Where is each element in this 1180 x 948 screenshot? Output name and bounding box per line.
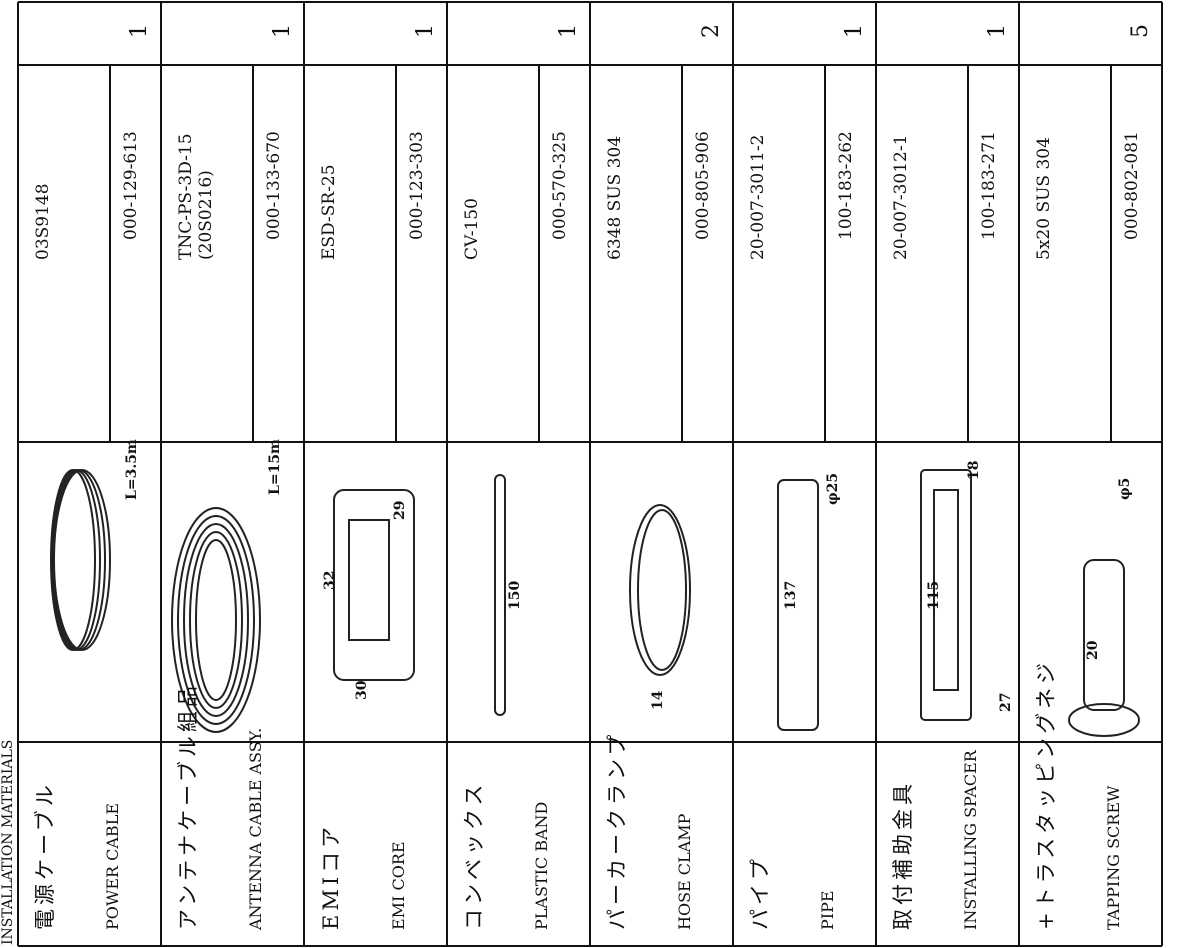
type: CV-150 — [462, 198, 482, 260]
part-code: 000-123-303 — [407, 131, 427, 240]
type: 20-007-3011-2 — [748, 135, 768, 260]
illustration — [1083, 559, 1125, 711]
illustration — [171, 507, 261, 733]
name-ja: 電源ケーブル — [33, 781, 57, 930]
dimension: 18 — [966, 461, 982, 480]
illustration — [933, 489, 959, 691]
type: 5x20 SUS 304 — [1034, 137, 1054, 260]
illustration — [52, 469, 106, 651]
illustration — [53, 469, 111, 651]
name-en: PIPE — [818, 890, 837, 930]
illustration — [1068, 703, 1140, 737]
illustration — [777, 479, 819, 731]
name-ja: アンテナケーブル組品 — [176, 682, 200, 930]
dimension: L=3.5m — [124, 439, 140, 500]
illustration — [920, 469, 972, 721]
type: (20S0216) — [196, 170, 216, 260]
name-ja: 取付補助金具 — [891, 780, 915, 930]
dimension: 32 — [322, 571, 338, 590]
part-code: 000-802-081 — [1122, 131, 1142, 240]
type: TNC-PS-3D-15 — [176, 133, 196, 260]
illustration — [348, 519, 390, 641]
part-code: 100-183-271 — [979, 131, 999, 240]
page-title: INSTALLATION MATERIALS — [0, 740, 16, 945]
illustration — [177, 515, 255, 725]
name-ja: パーカークランプ — [605, 731, 629, 930]
name-ja: コンベックス — [462, 781, 486, 930]
qty: 5 — [1128, 24, 1153, 38]
illustration — [494, 474, 506, 716]
illustration — [195, 539, 237, 701]
qty: 2 — [699, 24, 724, 38]
dimension: L=15m — [267, 439, 283, 495]
type: 20-007-3012-1 — [891, 135, 911, 260]
dimension: φ25 — [825, 473, 841, 505]
illustration — [637, 509, 687, 671]
type: ESD-SR-25 — [319, 164, 339, 260]
dimension: 14 — [650, 690, 666, 710]
illustration — [51, 469, 101, 651]
name-en: HOSE CLAMP — [675, 813, 694, 930]
name-ja: +トラスタッピングネジ — [1034, 659, 1058, 930]
qty: 1 — [127, 24, 152, 38]
dimension: 115 — [926, 581, 942, 610]
name-en: POWER CABLE — [103, 803, 122, 930]
qty: 1 — [556, 24, 581, 38]
type: 03S9148 — [33, 183, 53, 260]
name-en: INSTALLING SPACER — [961, 749, 980, 930]
name-en: EMI CORE — [389, 841, 408, 930]
qty: 1 — [842, 24, 867, 38]
type: 6348 SUS 304 — [605, 136, 625, 260]
name-en: ANTENNA CABLE ASSY. — [246, 728, 265, 931]
dimension: 30 — [354, 680, 370, 700]
qty: 1 — [985, 24, 1010, 38]
qty: 1 — [270, 24, 295, 38]
name-ja: EMIコア — [319, 823, 343, 930]
dimension: 20 — [1085, 640, 1101, 660]
part-code: 000-133-670 — [264, 131, 284, 240]
part-code: 000-570-325 — [550, 131, 570, 240]
illustration — [189, 531, 243, 709]
dimension: 27 — [998, 693, 1014, 712]
illustration — [629, 504, 691, 676]
part-code: 000-129-613 — [121, 131, 141, 240]
name-ja: パイプ — [748, 855, 772, 930]
name-en: PLASTIC BAND — [532, 802, 551, 930]
part-code: 100-183-262 — [836, 131, 856, 240]
dimension: 29 — [392, 501, 408, 520]
illustration — [50, 469, 96, 651]
name-en: TAPPING SCREW — [1104, 785, 1123, 930]
qty: 1 — [413, 24, 438, 38]
dimension: φ5 — [1117, 478, 1133, 500]
illustration — [333, 489, 415, 681]
dimension: 137 — [783, 581, 799, 610]
part-code: 000-805-906 — [693, 131, 713, 240]
illustration — [183, 523, 249, 717]
dimension: 150 — [507, 581, 523, 610]
